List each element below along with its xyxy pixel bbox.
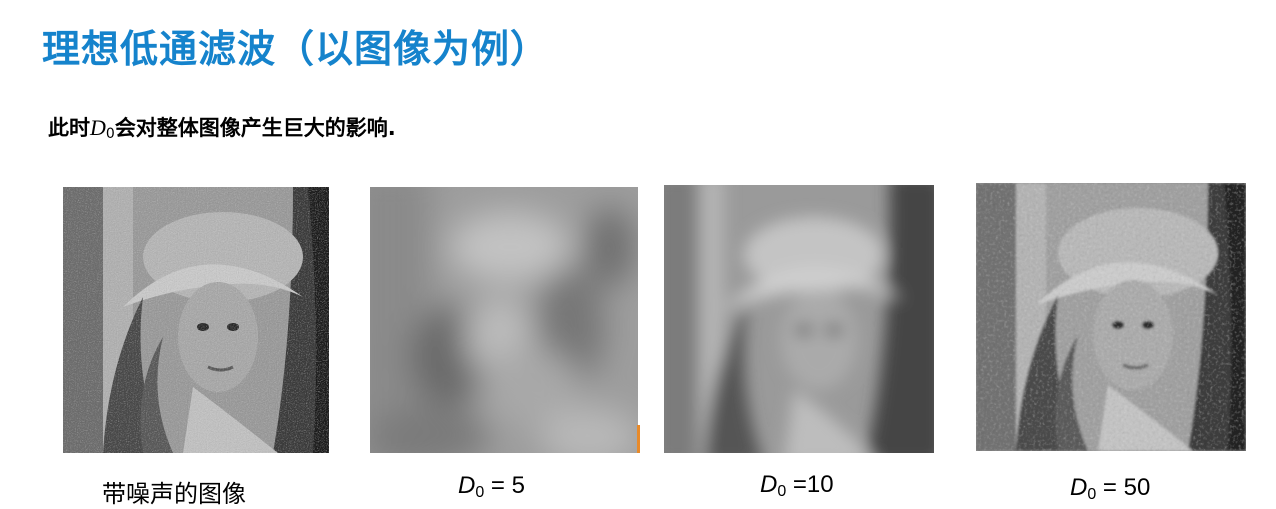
caption-d10-symbol: D bbox=[760, 471, 778, 498]
caption-d5-subscript: 0 bbox=[475, 484, 485, 501]
caption-d50-symbol: D bbox=[1070, 474, 1088, 501]
caption-d5: D0 = 5 bbox=[458, 472, 525, 502]
subtitle-before: 此时 bbox=[48, 116, 90, 140]
caption-d10-subscript: 0 bbox=[777, 483, 787, 500]
caption-d10-eq: =10 bbox=[786, 471, 834, 498]
accent-mark bbox=[637, 425, 640, 453]
d0-subscript: 0 bbox=[105, 126, 115, 142]
noisy-image bbox=[63, 187, 329, 453]
caption-d50: D0 = 50 bbox=[1070, 474, 1150, 504]
filtered-image-d10 bbox=[664, 185, 934, 453]
d0-symbol: D bbox=[90, 115, 106, 140]
subtitle: 此时D0会对整体图像产生巨大的影响. bbox=[48, 112, 396, 142]
caption-d5-symbol: D bbox=[458, 472, 476, 499]
caption-d50-subscript: 0 bbox=[1087, 486, 1097, 503]
caption-noisy: 带噪声的图像 bbox=[102, 480, 246, 508]
caption-d50-eq: = 50 bbox=[1096, 474, 1151, 501]
caption-d5-eq: = 5 bbox=[484, 472, 525, 499]
filtered-image-d50 bbox=[976, 183, 1246, 451]
caption-d10: D0 =10 bbox=[760, 471, 834, 501]
filtered-image-d5 bbox=[370, 187, 638, 453]
subtitle-after: 会对整体图像产生巨大的影响. bbox=[114, 116, 396, 140]
slide-title: 理想低通滤波（以图像为例） bbox=[42, 27, 550, 71]
